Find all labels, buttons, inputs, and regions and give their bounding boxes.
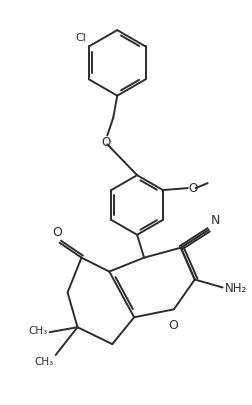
Text: NH₂: NH₂ (225, 282, 247, 295)
Text: O: O (102, 136, 111, 149)
Text: Cl: Cl (75, 32, 86, 43)
Text: O: O (53, 226, 62, 239)
Text: N: N (211, 214, 220, 227)
Text: CH₃: CH₃ (28, 326, 48, 336)
Text: CH₃: CH₃ (35, 357, 54, 367)
Text: O: O (168, 319, 178, 332)
Text: O: O (189, 181, 198, 194)
